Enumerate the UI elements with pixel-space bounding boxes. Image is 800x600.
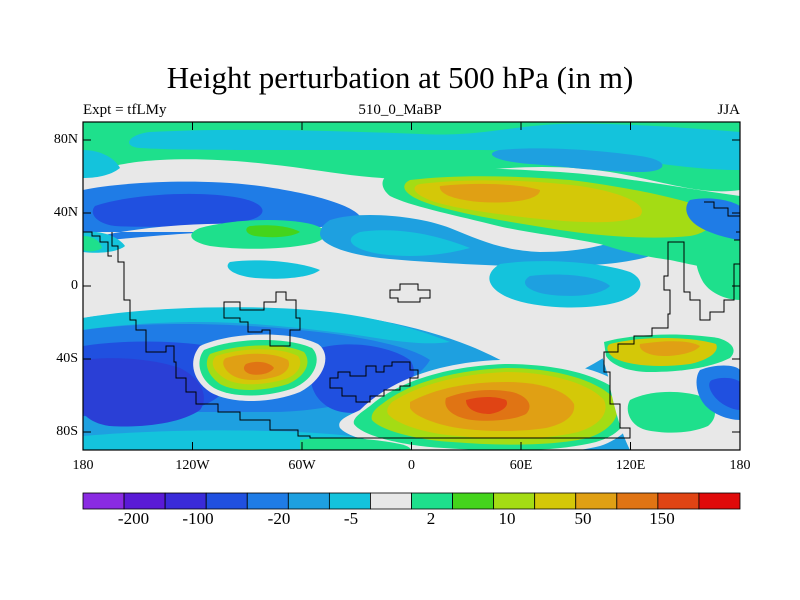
- contour-field: [83, 122, 740, 450]
- lon-label: 120W: [175, 458, 210, 473]
- lon-label: 180: [72, 458, 94, 473]
- colorbar-label: -5: [343, 509, 359, 528]
- colorbar-swatch: [123, 492, 166, 510]
- colorbar-swatch: [534, 492, 577, 510]
- colorbar-label: 50: [574, 509, 592, 528]
- contour-north-bluelight: [491, 148, 663, 172]
- contour-equator-bluelight: [525, 274, 610, 296]
- colorbar-swatch: [575, 492, 618, 510]
- colorbar-label: -100: [182, 509, 214, 528]
- contour-bottom-green: [300, 437, 411, 450]
- contour-west-equator-green: [83, 236, 102, 252]
- contour-se-blue-core: [709, 377, 740, 410]
- lat-label: 40N: [53, 205, 78, 220]
- colorbar-swatch: [698, 492, 741, 510]
- lat-label: 40S: [56, 351, 78, 366]
- colorbar-swatch: [82, 492, 125, 510]
- contour-south-purple-core: [83, 358, 204, 427]
- contour-east-orange: [439, 183, 540, 203]
- lon-ticks: [82, 122, 741, 450]
- colorbar-swatch: [328, 492, 371, 510]
- contour-blue-40n-core: [92, 193, 263, 227]
- colorbar-label: 150: [649, 509, 675, 528]
- colorbar-swatch: [452, 492, 495, 510]
- coastline-island-center: [389, 283, 431, 303]
- contour-south-cyan-top: [83, 307, 450, 344]
- coastline-south-landmass: [329, 361, 419, 403]
- colorbar-swatch: [493, 492, 536, 510]
- contour-north-cyan-west: [83, 150, 120, 178]
- lon-label: 60E: [509, 458, 533, 473]
- lon-label: 120E: [615, 458, 646, 473]
- experiment-label: Expt = tfLMy: [83, 102, 167, 118]
- colorbar-swatch: [205, 492, 248, 510]
- colorbar-swatch: [370, 492, 412, 510]
- colorbar-swatch: [616, 492, 659, 510]
- lat-label: 80S: [56, 424, 78, 439]
- contour-sw-darkorange: [243, 361, 274, 375]
- coastline-northeast: [704, 201, 740, 217]
- lat-ticks: [83, 139, 740, 433]
- coastlines: [83, 201, 740, 439]
- contour-se-orange: [639, 341, 700, 356]
- lon-label: 180: [729, 458, 751, 473]
- contour-east-blue-lobe: [686, 198, 740, 240]
- lat-label: 80N: [53, 132, 78, 147]
- coastline-africa-south: [223, 291, 301, 347]
- lon-label: 60W: [288, 458, 316, 473]
- contour-cyan-mid: [350, 230, 470, 256]
- contour-cyan-260: [227, 260, 320, 279]
- colorbar-swatch: [287, 492, 330, 510]
- colorbar-swatch: [164, 492, 207, 510]
- case-label: 510_0_MaBP: [358, 102, 442, 118]
- coastline-south-america: [111, 232, 740, 439]
- contour-south-redorange: [466, 397, 508, 414]
- colorbar-swatch: [657, 492, 700, 510]
- colorbar: [82, 492, 741, 510]
- season-label: JJA: [717, 102, 740, 118]
- map-title: Height perturbation at 500 hPa (in m): [166, 60, 634, 95]
- lon-label: 0: [408, 458, 415, 473]
- colorbar-label: -200: [117, 509, 150, 528]
- colorbar-label: 10: [498, 509, 516, 528]
- colorbar-swatch: [411, 492, 453, 510]
- lat-label: 0: [71, 278, 78, 293]
- coastline-west-edge: [83, 231, 112, 257]
- colorbar-swatch: [246, 492, 289, 510]
- coastline-east-strip: [734, 231, 740, 241]
- contour-east-green-patch: [696, 246, 740, 300]
- contour-se-green-low: [627, 391, 715, 433]
- colorbar-label: 2: [426, 509, 436, 528]
- contour-north-cyan: [129, 123, 740, 170]
- colorbar-label: -20: [267, 509, 291, 528]
- contour-greenyellow-30n: [246, 225, 300, 238]
